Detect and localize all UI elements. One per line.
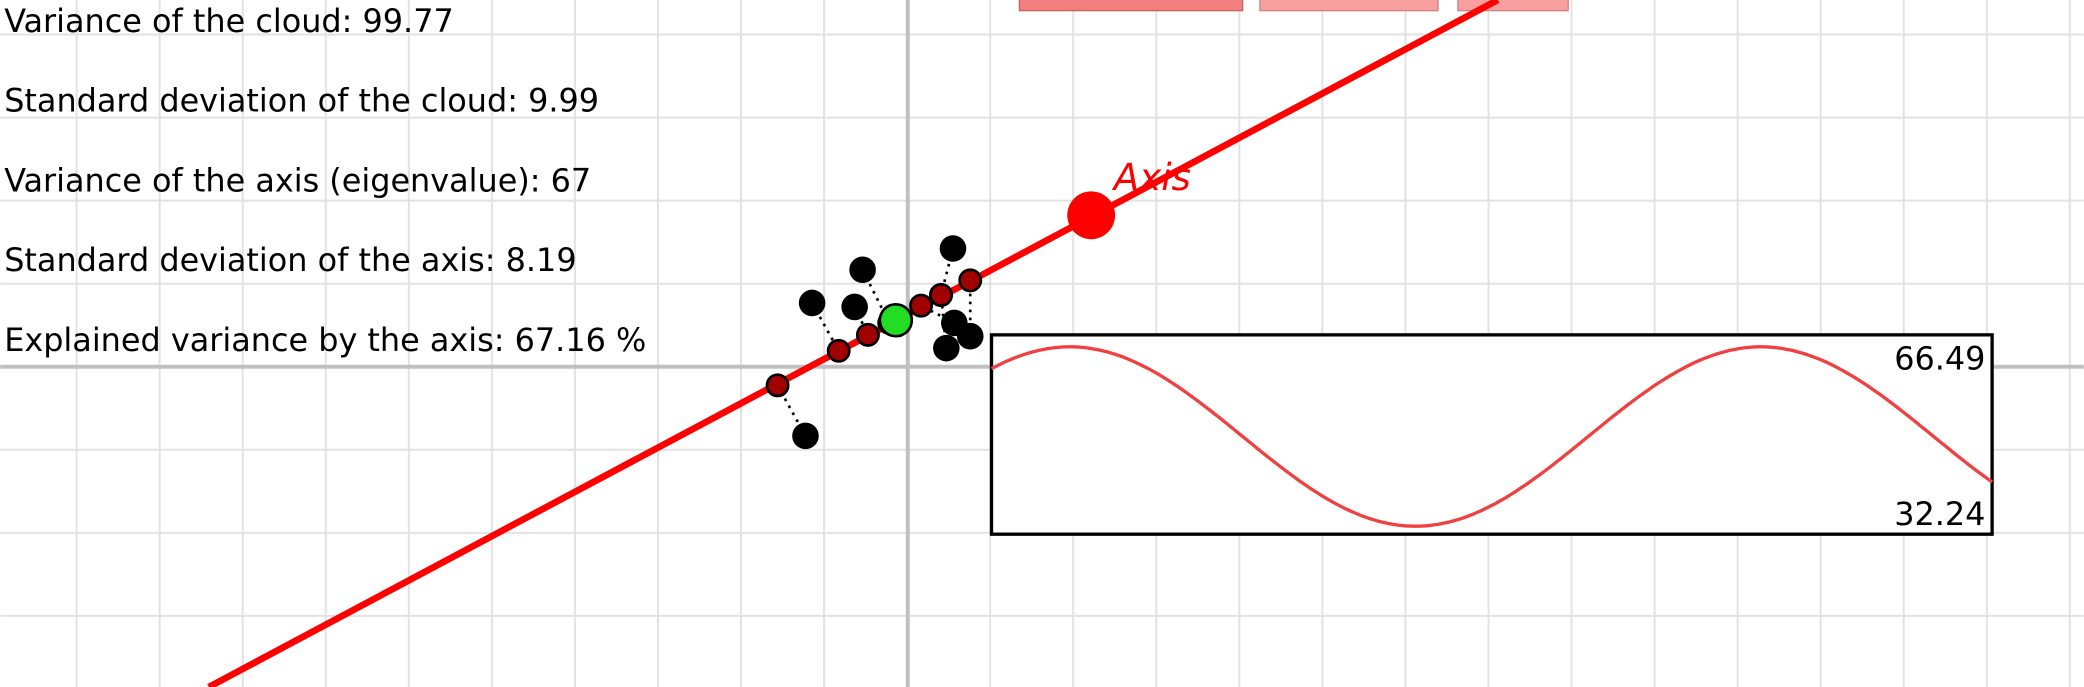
data-point[interactable] bbox=[956, 322, 984, 350]
centroid[interactable] bbox=[878, 302, 914, 338]
button[interactable] bbox=[1457, 0, 1569, 12]
max-label: 66.49 bbox=[1894, 339, 1985, 377]
axis-label: Axis bbox=[1112, 155, 1191, 199]
stat-line: Standard deviation of the axis: 8.19 bbox=[4, 241, 576, 279]
stat-line: Standard deviation of the cloud: 9.99 bbox=[4, 82, 599, 120]
stat-line: Variance of the axis (eigenvalue): 67 bbox=[4, 161, 591, 199]
projected-point bbox=[855, 322, 880, 347]
data-point[interactable] bbox=[792, 422, 819, 450]
projected-point bbox=[826, 338, 851, 363]
stat-line: Variance of the cloud: 99.77 bbox=[4, 2, 454, 40]
points bbox=[765, 235, 984, 450]
data-point[interactable] bbox=[933, 334, 960, 362]
data-point[interactable] bbox=[849, 256, 876, 284]
data-point[interactable] bbox=[841, 293, 868, 321]
projected-point bbox=[909, 293, 934, 318]
data-point[interactable] bbox=[798, 289, 826, 317]
variance-graph-box bbox=[989, 333, 1994, 536]
min-label: 32.24 bbox=[1894, 495, 1985, 533]
principal-axis[interactable] bbox=[207, 0, 1500, 687]
stats: Variance of the cloud: 99.77 Standard dev… bbox=[4, 2, 646, 359]
projected-point bbox=[765, 373, 790, 398]
button[interactable] bbox=[1259, 0, 1439, 12]
data-point[interactable] bbox=[939, 235, 967, 262]
projected-point bbox=[958, 268, 983, 293]
projected-point bbox=[929, 283, 953, 307]
stat-line: Explained variance by the axis: 67.16 % bbox=[4, 321, 646, 359]
button[interactable] bbox=[1018, 0, 1244, 12]
axis-point[interactable] bbox=[1067, 191, 1116, 240]
variance-curve bbox=[990, 345, 1994, 528]
